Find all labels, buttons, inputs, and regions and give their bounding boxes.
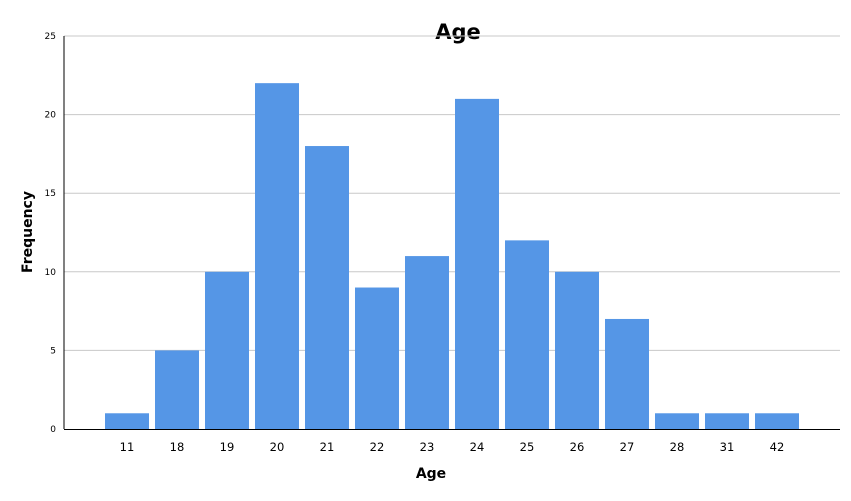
bar-11 [105, 413, 149, 429]
x-tick-label: 23 [420, 440, 435, 454]
x-tick-label: 31 [720, 440, 735, 454]
bar-24 [455, 98, 499, 429]
axes [63, 36, 840, 430]
x-tick-label: 24 [470, 440, 485, 454]
x-tick-label: 20 [270, 440, 285, 454]
bar-22 [355, 287, 399, 429]
x-axis-label: Age [416, 466, 446, 482]
y-tick-label: 15 [45, 189, 56, 199]
y-tick-label: 10 [45, 268, 57, 278]
bar-42 [755, 413, 799, 429]
bar-18 [155, 350, 199, 429]
x-tick-label: 11 [120, 440, 135, 454]
y-tick-label: 25 [45, 32, 56, 42]
bar-20 [255, 83, 299, 429]
y-tick-label: 0 [50, 425, 56, 435]
bar-28 [655, 413, 699, 429]
bar-25 [505, 240, 549, 429]
x-tick-label: 21 [320, 440, 335, 454]
y-axis-label: Frequency [20, 191, 36, 273]
x-tick-label: 22 [370, 440, 385, 454]
x-tick-label: 25 [520, 440, 535, 454]
x-tick-label: 19 [220, 440, 235, 454]
x-tick-label: 27 [620, 440, 635, 454]
chart-title: Age [435, 20, 481, 44]
y-tick-labels: 0 5 10 15 20 25 [45, 32, 57, 435]
bar-23 [405, 256, 449, 429]
bars [105, 83, 799, 430]
bar-21 [305, 146, 349, 430]
x-tick-labels: 11 18 19 20 21 22 23 24 25 26 27 28 31 42 [120, 440, 785, 454]
y-tick-label: 5 [50, 346, 56, 356]
x-tick-label: 18 [170, 440, 185, 454]
x-tick-label: 28 [670, 440, 685, 454]
bar-19 [205, 271, 249, 429]
bar-26 [555, 271, 599, 429]
y-tick-label: 20 [45, 111, 57, 121]
x-tick-label: 42 [770, 440, 785, 454]
gridlines [64, 35, 840, 351]
x-tick-label: 26 [570, 440, 585, 454]
bar-31 [705, 413, 749, 429]
bar-27 [605, 318, 649, 429]
